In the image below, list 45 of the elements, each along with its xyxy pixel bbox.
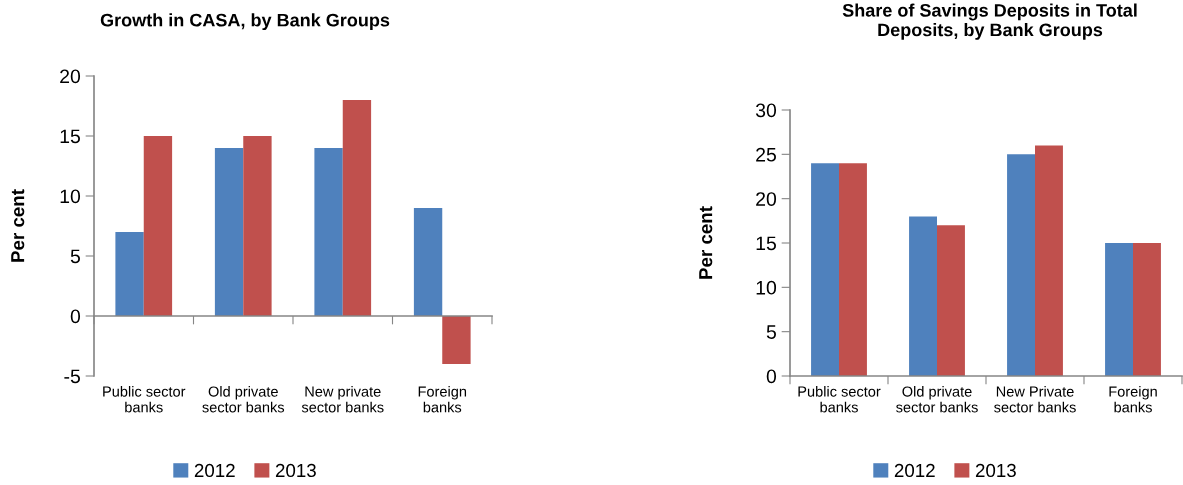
bar — [442, 316, 471, 364]
y-tick-label: 10 — [60, 189, 81, 204]
bar — [314, 148, 343, 316]
x-tick-label: Public sector banks — [798, 386, 881, 413]
bar — [413, 208, 443, 316]
y-tick-label: 5 — [766, 325, 776, 339]
x-tick-label: New private sector banks — [301, 386, 384, 413]
bar — [811, 163, 839, 376]
y-tick-label: 20 — [756, 192, 777, 206]
y-tick-label: -5 — [64, 369, 80, 384]
bar — [143, 136, 173, 316]
bar — [115, 232, 144, 316]
legend-label: 2012 — [894, 463, 935, 478]
x-tick-label: Old private sector banks — [202, 386, 285, 413]
legend-label: 2013 — [275, 463, 316, 478]
x-tick-label: Old private sector banks — [896, 386, 978, 413]
chart-title: Growth in CASA, by Bank Groups — [100, 13, 390, 31]
x-tick-label: New Private sector banks — [994, 386, 1076, 413]
bar — [1133, 243, 1161, 376]
bar — [243, 136, 272, 316]
bar — [342, 100, 372, 316]
legend-label: 2013 — [975, 463, 1016, 478]
y-tick-label: 15 — [756, 236, 776, 251]
bar — [1105, 243, 1133, 376]
x-tick-label: Public sector banks — [103, 386, 186, 413]
bar — [1007, 154, 1035, 376]
y-axis-title: Per cent — [11, 189, 25, 262]
y-axis-title: Per cent — [699, 206, 713, 279]
y-tick-label: 5 — [70, 249, 80, 264]
y-tick-label: 30 — [755, 103, 777, 118]
bar — [909, 216, 937, 376]
y-tick-label: 25 — [756, 147, 776, 162]
y-tick-label: 0 — [766, 369, 777, 384]
y-tick-label: 10 — [756, 280, 777, 295]
y-tick-label: 0 — [70, 309, 81, 324]
bar — [937, 225, 965, 376]
legend-label: 2012 — [194, 463, 235, 478]
x-tick-label: Foreign banks — [1109, 386, 1157, 413]
x-tick-label: Foreign banks — [418, 386, 467, 413]
y-tick-label: 15 — [60, 129, 80, 144]
chart-title: Share of Savings Deposits in Total Deposits, by Bank Groups — [842, 3, 1137, 40]
bar — [839, 163, 867, 376]
bar — [1035, 145, 1063, 376]
bar — [214, 148, 244, 316]
y-tick-label: 20 — [60, 69, 81, 84]
